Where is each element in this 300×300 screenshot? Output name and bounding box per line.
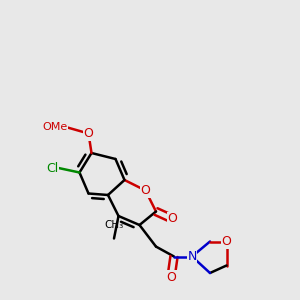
Text: OMe: OMe (42, 122, 68, 133)
Text: O: O (166, 271, 176, 284)
Text: N: N (187, 250, 197, 263)
Text: O: O (141, 184, 150, 197)
Text: O: O (168, 212, 177, 226)
Text: Cl: Cl (46, 161, 59, 175)
Text: O: O (84, 127, 93, 140)
Text: O: O (222, 235, 231, 248)
Text: CH₃: CH₃ (104, 220, 124, 230)
